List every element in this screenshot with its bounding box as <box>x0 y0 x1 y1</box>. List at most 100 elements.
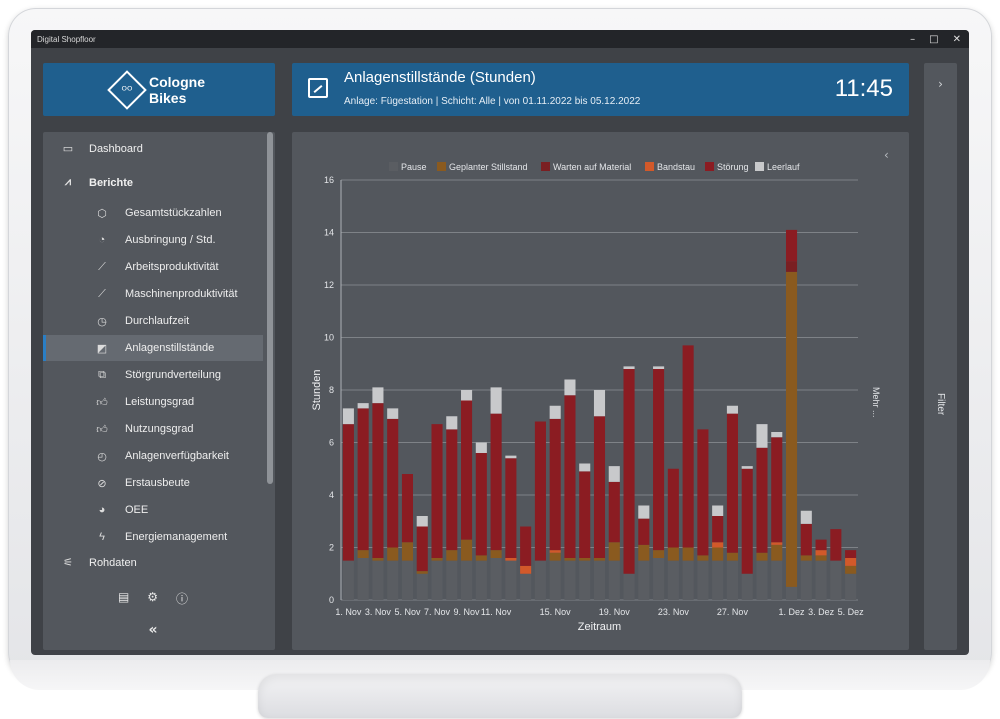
sidebar-item-energiemanagement[interactable]: ϟ Energiemanagement <box>43 524 263 550</box>
bar-segment <box>520 526 532 566</box>
chevron-right-icon[interactable]: › <box>938 77 943 91</box>
bar-segment <box>475 555 487 561</box>
close-button[interactable]: ✕ <box>952 33 961 45</box>
sidebar-item-nutzungsgrad[interactable]: 👍︎ Nutzungsgrad <box>43 416 263 442</box>
x-tick-label: 23. Nov <box>658 607 690 617</box>
brand-logo[interactable]: ᴼᴼ Cologne Bikes <box>43 63 275 116</box>
gear-icon[interactable]: ⚙ <box>147 590 159 604</box>
bolt-icon: ϟ <box>99 531 105 543</box>
sidebar-item-label: Anlagenverfügbarkeit <box>125 450 229 462</box>
sidebar-item-berichte[interactable]: ⩘ Berichte <box>61 176 133 189</box>
bar-segment <box>446 429 458 551</box>
legend-swatch <box>755 162 764 171</box>
bar-segment <box>461 400 473 540</box>
stopwatch-icon: ◷ <box>97 315 107 328</box>
bar-segment <box>357 558 369 600</box>
x-tick-label: 19. Nov <box>599 607 631 617</box>
device-stand-base <box>258 674 742 718</box>
sidebar-item-anlagenstillstaende[interactable]: ◩ Anlagenstillstände <box>43 335 263 361</box>
clipboard-icon[interactable]: ▤ <box>117 590 130 604</box>
bar-segment <box>653 369 665 551</box>
speed-icon: ◔ <box>98 234 106 246</box>
bar-segment <box>431 558 443 561</box>
bar-segment <box>756 424 768 448</box>
x-tick-label: 5. Nov <box>394 607 421 617</box>
sidebar-item-dashboard[interactable]: ▭ Dashboard <box>61 142 143 156</box>
x-tick-label: 1. Nov <box>335 607 362 617</box>
bicycle-icon: ᴼᴼ <box>107 69 147 110</box>
bar-segment <box>564 395 576 558</box>
bar-segment <box>416 526 428 572</box>
filter-panel[interactable]: › Filter <box>924 63 957 650</box>
sidebar-item-label: Dashboard <box>89 142 143 155</box>
collapse-sidebar-button[interactable]: « <box>148 622 158 638</box>
sidebar-item-label: Leistungsgrad <box>125 396 195 408</box>
info-icon[interactable]: ⓘ <box>176 592 189 606</box>
bar-segment <box>623 366 635 369</box>
x-tick-label: 3. Nov <box>365 607 392 617</box>
bar-segment <box>726 560 738 600</box>
bar-segment <box>800 510 812 524</box>
bar-segment <box>387 560 399 600</box>
bar-segment <box>549 552 561 561</box>
bar-segment <box>520 573 532 600</box>
bar-segment <box>549 418 561 551</box>
legend-swatch <box>437 162 446 171</box>
sidebar-item-anlagenverfuegbarkeit[interactable]: ◴ Anlagenverfügbarkeit <box>43 443 263 469</box>
x-tick-label: 15. Nov <box>540 607 572 617</box>
bar-segment <box>564 560 576 600</box>
bar-segment <box>534 560 546 600</box>
bar-segment <box>712 560 724 600</box>
bar-segment <box>357 403 369 409</box>
sidebar-item-oee[interactable]: ◕ OEE <box>43 497 263 523</box>
x-tick-label: 5. Dez <box>838 607 865 617</box>
y-tick-label: 10 <box>324 333 334 343</box>
y-tick-label: 0 <box>329 595 334 605</box>
bar-segment <box>401 542 414 561</box>
bar-segment <box>490 550 502 558</box>
filter-label[interactable]: Filter <box>935 393 946 416</box>
thumbs-up-icon: 👍︎ <box>96 423 108 436</box>
monitor-icon: ▭ <box>62 143 74 155</box>
bar-segment <box>416 571 428 574</box>
bar-segment <box>372 558 384 561</box>
sidebar-item-ausbringung[interactable]: ◔ Ausbringung / Std. <box>43 227 263 253</box>
check-circle-icon: ⊘ <box>97 477 107 490</box>
brand-line1: Cologne <box>149 73 205 90</box>
sidebar-item-label: Anlagenstillstände <box>125 342 215 354</box>
bar-segment <box>446 416 458 430</box>
sidebar-item-label: Ausbringung / Std. <box>125 234 216 246</box>
chevron-left-icon[interactable]: ‹ <box>884 148 889 162</box>
sidebar-item-rohdaten[interactable]: ⚟ Rohdaten <box>61 556 137 570</box>
bar-segment <box>564 379 576 396</box>
sidebar-item-maschinenproduktivitaet[interactable]: ⟋ Maschinenproduktivität <box>43 281 263 307</box>
legend-label: Leerlauf <box>767 162 800 172</box>
maximize-button[interactable]: □ <box>929 33 939 45</box>
sidebar-item-label: Durchlaufzeit <box>125 315 190 327</box>
sidebar-item-durchlaufzeit[interactable]: ◷ Durchlaufzeit <box>43 308 263 334</box>
bar-segment <box>505 455 517 459</box>
bar-segment <box>726 405 738 414</box>
bar-segment <box>446 550 458 561</box>
report-header: Anlagenstillstände (Stunden) Anlage: Füg… <box>292 63 909 116</box>
x-tick-label: 9. Nov <box>454 607 481 617</box>
bar-segment <box>667 547 679 561</box>
sidebar-item-gesamtstueckzahlen[interactable]: ⬡ Gesamtstückzahlen <box>43 200 263 226</box>
sidebar-item-leistungsgrad[interactable]: 👍︎ Leistungsgrad <box>43 389 263 415</box>
legend-label: Pause <box>401 162 427 172</box>
more-button[interactable]: Mehr ... <box>871 387 881 418</box>
bar-segment <box>653 366 665 369</box>
sidebar-item-stoergrundverteilung[interactable]: ⧉ Störgrundverteilung <box>43 362 263 388</box>
bar-segment <box>771 542 783 545</box>
sidebar-item-arbeitsproduktivitaet[interactable]: ⟋ Arbeitsproduktivität <box>43 254 263 280</box>
legend-label: Geplanter Stillstand <box>449 162 528 172</box>
sidebar-scrollbar[interactable] <box>267 132 273 484</box>
bar-segment <box>800 560 812 600</box>
bar-segment <box>771 432 783 438</box>
minimize-button[interactable]: – <box>910 33 916 45</box>
trend-icon: ⟋ <box>98 287 106 300</box>
sidebar-item-erstausbeute[interactable]: ⊘ Erstausbeute <box>43 470 263 496</box>
legend-swatch <box>389 162 398 171</box>
bar-segment <box>815 560 827 600</box>
bar-segment <box>387 408 399 419</box>
